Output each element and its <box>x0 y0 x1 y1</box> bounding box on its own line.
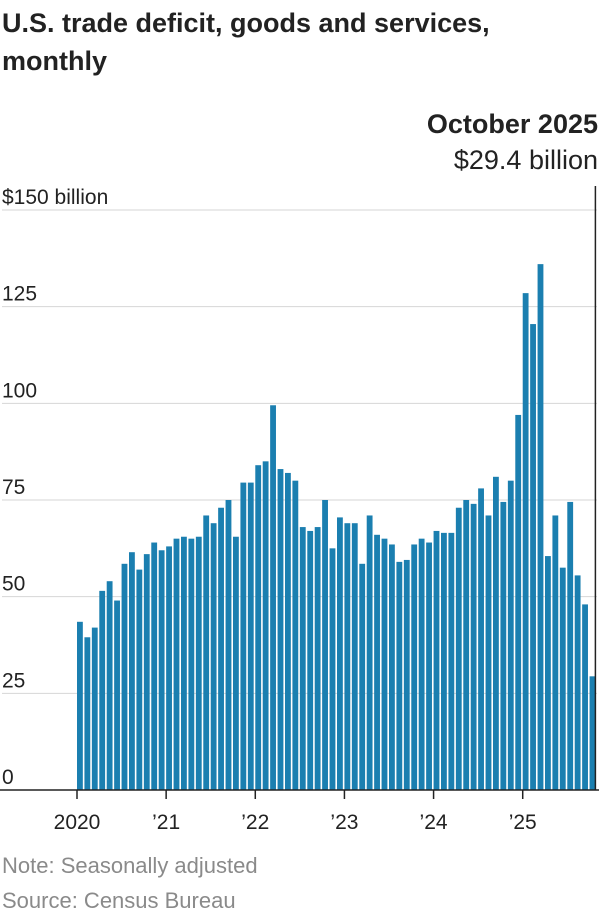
bar-2023-11 <box>418 538 425 790</box>
bar-2025-10 <box>589 676 596 790</box>
bars <box>77 264 596 791</box>
bar-2024-11 <box>507 480 514 790</box>
bar-2021-04 <box>188 538 195 790</box>
bar-2020-02 <box>84 637 91 790</box>
bar-2022-07 <box>299 527 306 790</box>
bar-2023-03 <box>359 563 366 790</box>
bar-2021-03 <box>181 536 187 790</box>
x-tick-label: ’25 <box>509 811 537 834</box>
bar-2023-07 <box>389 544 395 790</box>
bar-2023-10 <box>411 544 418 790</box>
bar-2021-02 <box>173 538 180 790</box>
bar-2025-04 <box>545 556 551 790</box>
x-tick-label: 2020 <box>54 811 101 834</box>
bar-2024-05 <box>463 500 470 790</box>
bar-2022-02 <box>262 461 269 790</box>
bar-2025-09 <box>582 604 588 790</box>
bar-2024-01 <box>433 530 440 790</box>
bar-2022-09 <box>314 527 321 790</box>
bar-2025-08 <box>574 575 581 790</box>
bar-2020-10 <box>143 554 150 790</box>
bar-2024-04 <box>455 507 462 790</box>
bar-2022-06 <box>292 480 299 790</box>
bar-2020-01 <box>77 621 83 790</box>
bar-2021-11 <box>240 482 247 790</box>
chart-title: U.S. trade deficit, goods and services, … <box>2 8 490 76</box>
bar-2025-07 <box>567 501 574 790</box>
bar-2023-04 <box>366 515 373 790</box>
y-tick-label: 25 <box>2 669 25 692</box>
bar-2024-08 <box>485 515 492 790</box>
bar-2022-08 <box>307 530 314 790</box>
bar-2020-07 <box>121 563 128 790</box>
bar-2025-06 <box>559 567 566 790</box>
bar-2020-11 <box>151 542 158 790</box>
bar-2020-04 <box>99 590 106 790</box>
bar-2020-08 <box>129 552 135 790</box>
bar-2023-08 <box>396 561 403 790</box>
y-tick-label: 0 <box>2 766 14 789</box>
bar-2023-05 <box>374 534 380 790</box>
bar-2021-05 <box>195 536 202 790</box>
bar-2023-09 <box>403 559 410 790</box>
bar-2021-07 <box>210 523 217 790</box>
bar-2025-03 <box>537 264 544 791</box>
bar-2022-10 <box>322 500 328 790</box>
bar-2024-07 <box>478 488 484 790</box>
y-tick-label: 125 <box>2 283 37 306</box>
bar-2022-01 <box>255 465 262 790</box>
bar-2021-12 <box>247 482 254 790</box>
bar-2024-09 <box>493 476 499 790</box>
bar-2023-06 <box>381 538 388 790</box>
bar-2025-02 <box>530 324 536 790</box>
bar-2020-05 <box>106 581 113 790</box>
bar-chart: 0 25 50 75 100 125 $150 billion 2020 ’21 ’22 ’23 ’2… <box>0 109 599 834</box>
bar-2022-03 <box>270 405 276 790</box>
x-tick-label: ’22 <box>241 811 269 834</box>
bar-2025-05 <box>552 515 559 790</box>
bar-2024-02 <box>441 532 447 790</box>
annotation-label: October 2025 <box>427 109 598 139</box>
latest-value-annotation: October 2025 $29.4 billion <box>427 109 598 790</box>
bar-2021-10 <box>233 536 239 790</box>
bar-2023-01 <box>344 523 351 790</box>
bar-2023-12 <box>426 542 432 790</box>
bar-2022-04 <box>277 469 284 790</box>
bar-2021-01 <box>166 546 172 790</box>
y-tick-label: 75 <box>2 476 25 499</box>
chart-note: Note: Seasonally adjusted <box>2 853 258 878</box>
x-tick-label: ’24 <box>420 811 448 834</box>
bar-2024-06 <box>470 503 477 790</box>
y-tick-label: 100 <box>2 379 37 402</box>
x-tick-label: ’23 <box>330 811 358 834</box>
bar-2020-12 <box>158 550 165 790</box>
x-tick-label: ’21 <box>152 811 180 834</box>
bar-2021-06 <box>203 515 210 790</box>
chart-source: Source: Census Bureau <box>2 888 236 913</box>
bar-2023-02 <box>351 523 358 790</box>
bar-2020-06 <box>114 600 120 790</box>
bar-2021-09 <box>225 500 232 790</box>
annotation-value: $29.4 billion <box>454 145 598 175</box>
bar-2022-05 <box>285 472 291 790</box>
y-tick-label: $150 billion <box>2 186 108 209</box>
bar-2024-12 <box>515 414 522 790</box>
bar-2021-08 <box>218 507 224 790</box>
bar-2025-01 <box>522 293 529 790</box>
bar-2022-11 <box>329 548 336 790</box>
gridlines <box>2 209 597 694</box>
bar-2022-12 <box>337 517 343 790</box>
bar-2024-03 <box>448 532 455 790</box>
y-tick-label: 50 <box>2 573 25 596</box>
bar-2020-09 <box>136 569 143 790</box>
axes: 0 25 50 75 100 125 $150 billion 2020 ’21 ’22 ’23 ’2… <box>0 186 599 834</box>
bar-2024-10 <box>500 501 507 790</box>
bar-2020-03 <box>91 627 98 790</box>
